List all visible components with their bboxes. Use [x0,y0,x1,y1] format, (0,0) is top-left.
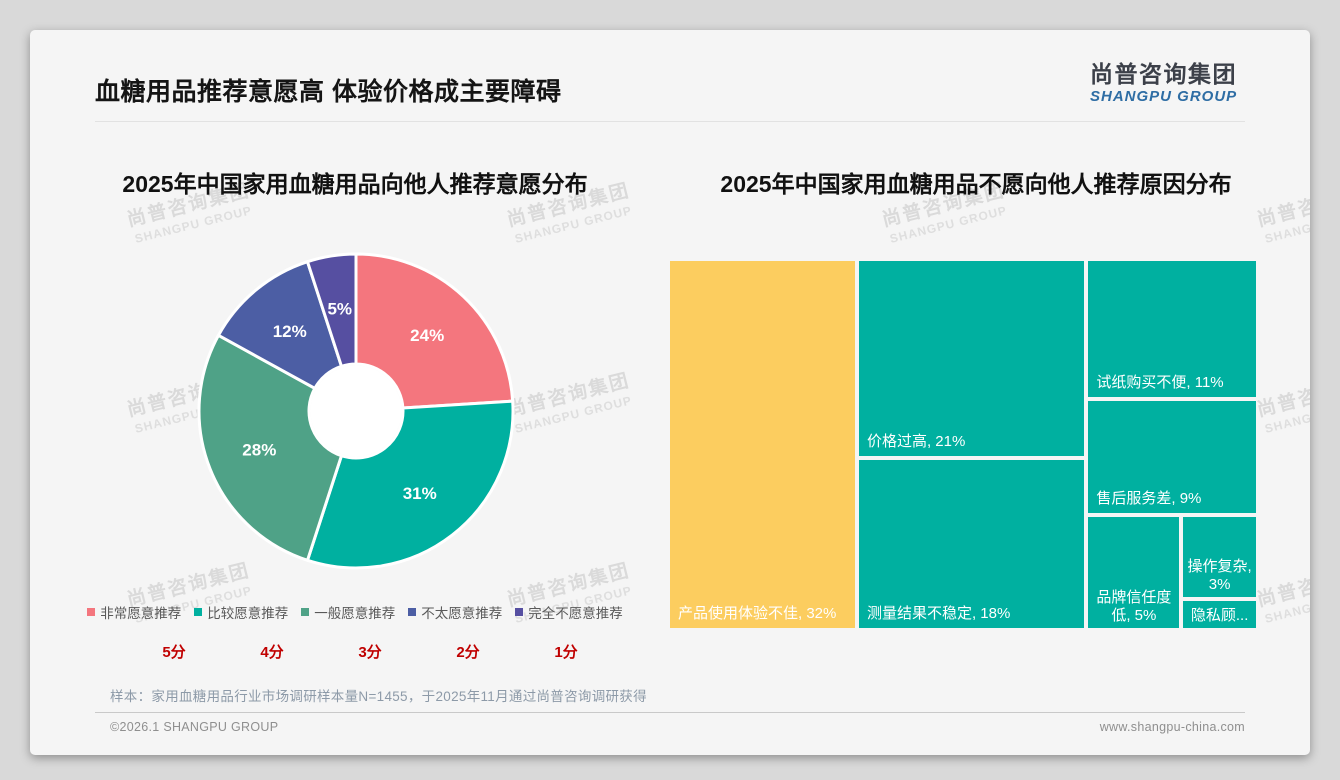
legend-swatch [87,608,96,616]
legend-item: 完全不愿意推荐 [515,602,623,622]
treemap-cell-label: 测量结果不稳定, 18% [866,605,1011,622]
treemap-cell-label: 品牌信任度低, 5% [1096,588,1172,624]
treemap-cell-label: 隐私顾... [1190,607,1249,624]
legend-label: 完全不愿意推荐 [528,606,623,621]
score-label: 5分 [162,644,186,661]
treemap-group: 品牌信任度低, 5% 操作复杂, 3% 隐私顾... [1088,516,1256,628]
donut-legend: 非常愿意推荐 比较愿意推荐 一般愿意推荐 不太愿意推荐 完全不愿意推荐 [65,602,645,622]
donut-slice-label: 5% [327,299,352,318]
score-label: 3分 [358,644,382,661]
treemap-group: 试纸购买不便, 11% 售后服务差, 9% 品牌信任度低, 5% 操作复杂, 3% 隐私… [1088,261,1256,628]
legend-item: 非常愿意推荐 [87,602,181,622]
donut-chart: 24% 31% 28% 12% 5% [186,241,526,581]
treemap-chart: 产品使用体验不佳, 32% 价格过高, 21% 测量结果不稳定, 18% 试纸购买不便… [670,261,1256,628]
donut-hole [310,365,402,457]
donut-slice-比较愿意推荐 [305,399,515,570]
treemap-chart-title: 2025年中国家用血糖用品不愿向他人推荐原因分布 [720,171,1232,197]
legend-label: 非常愿意推荐 [100,606,182,621]
logo-cn-text: 尚普咨询集团 [1090,61,1237,87]
legend-label: 一般愿意推荐 [314,606,396,621]
company-logo: 尚普咨询集团 SHANGPU GROUP [1090,62,1237,105]
treemap-cell-label: 试纸购买不便, 11% [1096,374,1224,392]
treemap-cell-操作复杂: 操作复杂, 3% [1183,516,1256,598]
footer-copyright: ©2026.1 SHANGPU GROUP [110,720,279,734]
treemap-group: 产品使用体验不佳, 32% 价格过高, 21% 测量结果不稳定, 18% 试纸购买不便… [670,261,1256,628]
header-divider [95,121,1245,122]
legend-label: 比较愿意推荐 [207,606,289,621]
treemap-group: 操作复杂, 3% 隐私顾... [1183,516,1256,628]
footnote: 样本：家用血糖用品行业市场调研样本量N=1455，于2025年11月通过尚普咨询… [110,689,647,704]
legend-swatch [515,608,524,616]
legend-swatch [408,608,417,616]
donut-slice-非常愿意推荐 [354,252,515,410]
legend-label: 不太愿意推荐 [421,606,503,621]
footer-row: ©2026.1 SHANGPU GROUP www.shangpu-china.… [110,720,1245,734]
treemap-cell-产品使用体验不佳: 产品使用体验不佳, 32% [670,261,855,628]
donut-slice-label: 31% [403,484,437,503]
treemap-cell-label: 操作复杂, 3% [1187,558,1252,594]
slide-title: 血糖用品推荐意愿高 体验价格成主要障碍 [95,78,562,106]
treemap-cell-试纸购买不便: 试纸购买不便, 11% [1088,261,1256,398]
watermark-en-text: SHANGPU GROUP [1263,203,1310,246]
legend-item: 一般愿意推荐 [301,602,395,622]
treemap-cell-label: 价格过高, 21% [866,433,966,451]
donut-slice-label: 28% [242,440,276,459]
donut-slice-label: 12% [273,322,307,341]
treemap-cell-品牌信任度低: 品牌信任度低, 5% [1088,516,1180,628]
legend-swatch [301,608,310,616]
website-url: www.shangpu-china.com [1099,720,1245,734]
legend-item: 不太愿意推荐 [408,602,502,622]
donut-slice-完全不愿意推荐 [305,252,358,368]
treemap-cell-label: 售后服务差, 9% [1096,489,1202,507]
watermark-en-text: SHANGPU GROUP [888,203,1009,246]
donut-slice-不太愿意推荐 [216,260,343,390]
donut-chart-title: 2025年中国家用血糖用品向他人推荐意愿分布 [122,171,588,197]
score-label: 4分 [260,644,284,661]
legend-swatch [194,608,203,616]
treemap-cell-测量结果不稳定: 测量结果不稳定, 18% [858,460,1085,628]
score-label: 2分 [456,644,480,661]
footer-divider [95,712,1245,713]
treemap-cell-隐私顾...: 隐私顾... [1183,601,1256,628]
treemap-cell-label: 产品使用体验不佳, 32% [678,605,837,622]
score-label: 1分 [554,644,578,661]
donut-slice-一般愿意推荐 [197,333,343,562]
treemap-group: 价格过高, 21% 测量结果不稳定, 18% [858,261,1085,628]
treemap-cell-价格过高: 价格过高, 21% [858,261,1085,457]
slide-canvas: 尚普咨询集团 SHANGPU GROUP 尚普咨询集团 SHANGPU GROUP 尚普… [30,30,1310,755]
treemap-cell-售后服务差: 售后服务差, 9% [1088,401,1256,513]
logo-en-text: SHANGPU GROUP [1090,88,1238,106]
score-row: 5分 4分 3分 2分 1分 [125,641,615,662]
donut-slice-label: 24% [410,326,444,345]
legend-item: 比较愿意推荐 [194,602,288,622]
